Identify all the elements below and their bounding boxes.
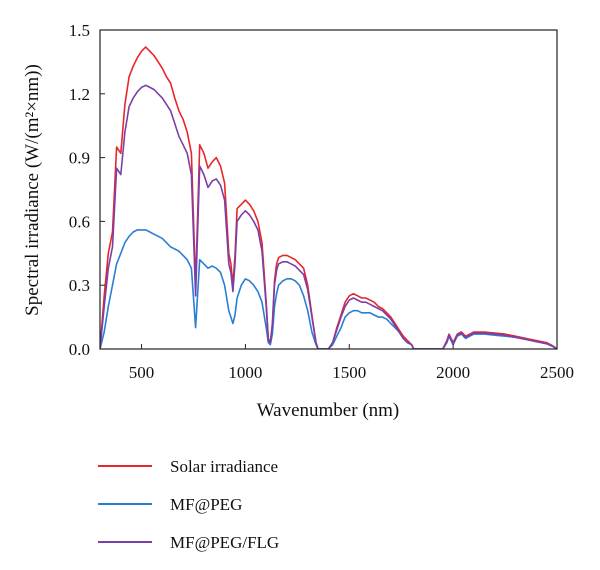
x-tick-label: 500 bbox=[129, 363, 155, 382]
legend: Solar irradiance MF@PEG MF@PEG/FLG bbox=[98, 457, 279, 552]
plot-frame bbox=[99, 29, 558, 350]
x-tick-label: 2500 bbox=[540, 363, 574, 382]
y-tick-label: 1.2 bbox=[69, 85, 90, 104]
x-tick-label: 2000 bbox=[436, 363, 470, 382]
legend-label-3: MF@PEG/FLG bbox=[170, 533, 279, 552]
legend-label-2: MF@PEG bbox=[170, 495, 242, 514]
axis-ticks: 500 1000 1500 2000 2500 0.0 0.3 0.6 0.9 1.2 1.5 bbox=[69, 21, 574, 382]
y-axis-title: Spectral irradiance (W/(m²×nm)) bbox=[22, 64, 43, 316]
x-axis-title: Wavenumber (nm) bbox=[257, 400, 400, 421]
series-line-1 bbox=[100, 46, 557, 349]
series-line-3 bbox=[100, 84, 557, 349]
y-tick-label: 0.6 bbox=[69, 212, 90, 231]
legend-label-1: Solar irradiance bbox=[170, 457, 278, 476]
y-tick-label: 0.3 bbox=[69, 276, 90, 295]
x-tick-label: 1500 bbox=[332, 363, 366, 382]
y-tick-label: 0.0 bbox=[69, 340, 90, 359]
x-tick-label: 1000 bbox=[228, 363, 262, 382]
series-line-2 bbox=[100, 229, 557, 349]
series-layer bbox=[100, 46, 557, 349]
y-tick-label: 0.9 bbox=[69, 149, 90, 168]
y-tick-label: 1.5 bbox=[69, 21, 90, 40]
